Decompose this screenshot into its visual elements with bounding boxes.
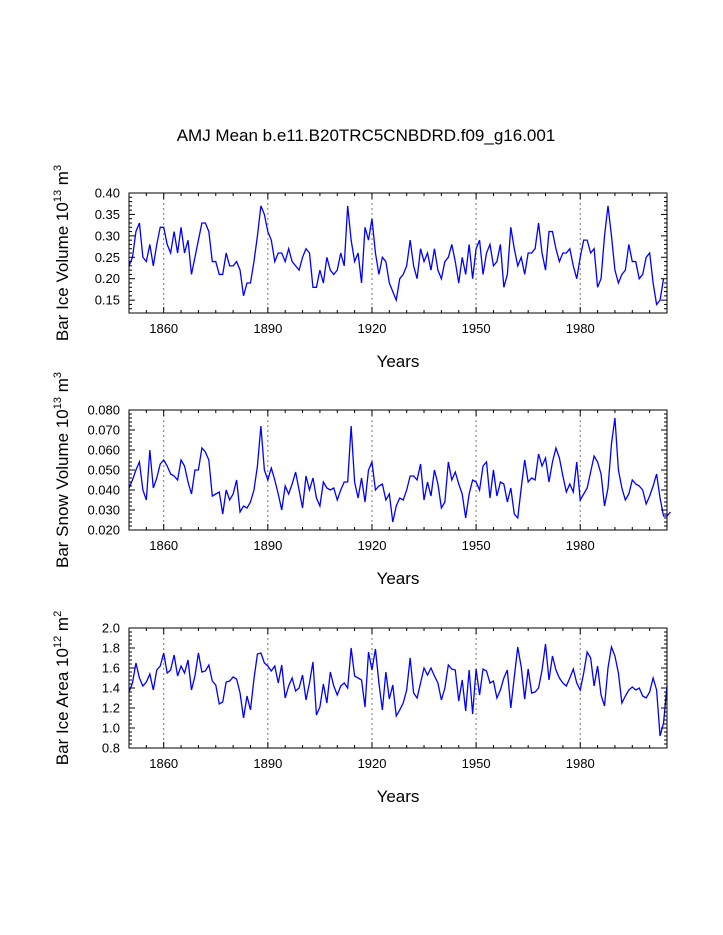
- x-tick-label: 1920: [358, 756, 387, 771]
- y-tick-label: 0.020: [87, 523, 120, 538]
- y-tick-label: 0.030: [87, 503, 120, 518]
- y-tick-label: 0.35: [95, 207, 120, 222]
- y-tick-label: 2.0: [102, 621, 120, 636]
- x-tick-label: 1980: [566, 756, 595, 771]
- x-tick-label: 1950: [462, 538, 491, 553]
- y-tick-label: 1.6: [102, 661, 120, 676]
- x-tick-label: 1860: [149, 321, 178, 336]
- y-tick-label: 0.15: [95, 293, 120, 308]
- y-tick-label: 0.070: [87, 423, 120, 438]
- y-tick-label: 0.40: [95, 186, 120, 201]
- y-tick-label: 1.8: [102, 641, 120, 656]
- chart-title: AMJ Mean b.e11.B20TRC5CNBDRD.f09_g16.001: [177, 126, 556, 145]
- y-tick-label: 0.30: [95, 228, 120, 243]
- y-axis-label: Bar Ice Volume 1013 m3: [52, 165, 72, 341]
- series-line-ice-area: [128, 643, 668, 737]
- y-tick-label: 0.20: [95, 271, 120, 286]
- y-axis-label: Bar Snow Volume 1013 m3: [52, 372, 72, 568]
- y-tick-label: 0.25: [95, 250, 120, 265]
- y-tick-label: 1.2: [102, 701, 120, 716]
- x-tick-label: 1890: [253, 321, 282, 336]
- x-tick-label: 1980: [566, 538, 595, 553]
- y-tick-label: 0.060: [87, 443, 120, 458]
- x-axis-label: Years: [377, 352, 420, 371]
- y-tick-label: 1.0: [102, 721, 120, 736]
- x-tick-label: 1890: [253, 756, 282, 771]
- panel-ice-volume: 1860 1890 1920 1950 1980 0.15 0.20 0.25 0.30 0.35…: [52, 165, 668, 371]
- x-tick-label: 1860: [149, 756, 178, 771]
- x-axis-label: Years: [377, 569, 420, 588]
- x-tick-label: 1980: [566, 321, 595, 336]
- x-tick-label: 1950: [462, 756, 491, 771]
- series-line-ice-volume: [128, 205, 665, 306]
- y-tick-label: 1.4: [102, 681, 120, 696]
- x-tick-label: 1920: [358, 321, 387, 336]
- y-tick-label: 0.050: [87, 463, 120, 478]
- y-tick-label: 0.8: [102, 741, 120, 756]
- x-tick-label: 1950: [462, 321, 491, 336]
- series-line-snow-volume: [128, 417, 671, 523]
- panel-ice-area: 1860 1890 1920 1950 1980 0.8 1.0 1.2 1.4 1.6 1.8 2.…: [52, 611, 668, 806]
- panel-snow-volume: 1860 1890 1920 1950 1980 0.020 0.030 0.040 0.050…: [52, 372, 671, 588]
- y-tick-label: 0.040: [87, 483, 120, 498]
- x-axis-label: Years: [377, 787, 420, 806]
- y-tick-label: 0.080: [87, 403, 120, 418]
- y-axis-label: Bar Ice Area 1012 m2: [52, 611, 72, 765]
- x-tick-label: 1890: [253, 538, 282, 553]
- x-tick-label: 1920: [358, 538, 387, 553]
- x-tick-label: 1860: [149, 538, 178, 553]
